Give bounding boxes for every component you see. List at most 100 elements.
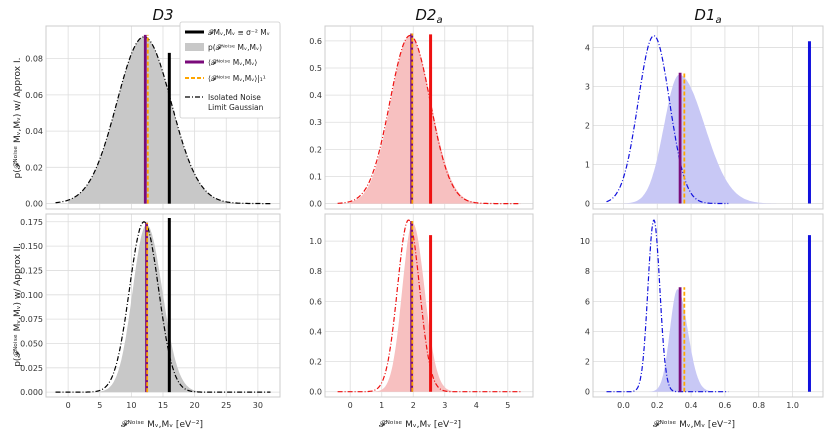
- x-tick-label: 4: [474, 401, 479, 410]
- distribution-area: [648, 289, 752, 392]
- y-tick-label: 0.100: [20, 291, 43, 300]
- y-tick-label: 0.08: [25, 55, 43, 64]
- panel-d1a-approx2: 0.0 0.2 0.4 0.6 0.8 1.0 0 2 4 6 8 10: [580, 213, 824, 410]
- x-tick-label: 0.2: [651, 401, 664, 410]
- legend-label-gaussian-1: Isolated Noise: [208, 93, 261, 102]
- x-tick-label: 5: [97, 401, 102, 410]
- y-tick-label: 0.000: [20, 388, 43, 397]
- gaussian-limit-curve: [55, 221, 271, 393]
- x-tick-label: 15: [158, 401, 168, 410]
- panel-d3-approx2: 0 5 10 15 20 25 30 0.000 0.025 0.050 0.075 0.100 0.1…: [20, 213, 281, 410]
- y-tick-label: 2: [585, 121, 590, 130]
- x-tick-label: 0.6: [719, 401, 732, 410]
- y-tick-label: 1: [585, 161, 590, 170]
- y-tick-label: 3: [585, 82, 590, 91]
- legend-label-gaussian-2: Limit Gaussian: [208, 103, 264, 112]
- y-tick-label: 0.4: [309, 91, 322, 100]
- y-tick-label: 0.0: [309, 388, 322, 397]
- y-tick-label: 1.0: [309, 237, 322, 246]
- plot-frame-d2a-approx1: [324, 25, 534, 210]
- y-tick-label: 0.6: [309, 37, 322, 46]
- y-tick-label: 0: [585, 200, 590, 209]
- y-tick-label: 0.1: [309, 172, 322, 181]
- y-tick-label: 0.04: [25, 127, 43, 136]
- legend-label-mean: ⟨𝓕ᴺᵒⁱˢᵉ Mᵥ,Mᵥ⟩: [208, 58, 257, 67]
- plot-frame-d2a-approx2: [324, 213, 534, 398]
- legend: 𝓕Mᵥ,Mᵥ ≡ σ⁻² Mᵥ p(𝓕ᴺᵒⁱˢᵉ Mᵥ,Mᵥ) ⟨𝓕ᴺᵒⁱˢᵉ …: [179, 21, 281, 119]
- panel-d2a-approx1: 0.0 0.1 0.2 0.3 0.4 0.5 0.6 D2a: [309, 6, 534, 210]
- gaussian-limit-curve: [337, 219, 521, 393]
- legend-label-distribution: p(𝓕ᴺᵒⁱˢᵉ Mᵥ,Mᵥ): [208, 43, 262, 52]
- y-tick-label: 0.5: [309, 64, 322, 73]
- panel-d2a-approx2: 0 1 2 3 4 5 0.0 0.2 0.4 0.6 0.8 1.0: [309, 213, 534, 410]
- y-tick-label: 6: [585, 297, 590, 306]
- plot-content-d2a-approx2: [337, 219, 521, 393]
- y-tick-label: 4: [585, 327, 590, 336]
- plot-frame-d1a-approx1: [592, 25, 824, 210]
- plot-area-d1a-approx2: [593, 214, 823, 397]
- y-tick-label: 0: [585, 388, 590, 397]
- y-tick-label: 0.4: [309, 327, 322, 336]
- y-tick-label: 0.3: [309, 118, 322, 127]
- y-tick-label: 0.00: [25, 200, 43, 209]
- x-tick-label: 0.0: [617, 401, 630, 410]
- panel-title-d3: D3: [152, 6, 173, 24]
- y-tick-label: 0.02: [25, 163, 43, 172]
- y-tick-label: 8: [585, 267, 590, 276]
- legend-frame: [179, 21, 281, 119]
- x-axis-label-d2a: 𝓕ᴺᵒⁱˢᵉ Mᵥ,Mᵥ [eV⁻²]: [379, 420, 461, 430]
- y-axis-label-approx-1: p(𝓕ᴺᵒⁱˢᵉ Mᵥ,Mᵥ) w/ Approx I.: [13, 58, 23, 179]
- gaussian-limit-curve: [55, 36, 271, 205]
- x-tick-label: 25: [221, 401, 231, 410]
- plot-content-d2a-approx1: [337, 33, 521, 205]
- distribution-area: [369, 223, 464, 392]
- legend-label-first-order: ⟨𝓕ᴺᵒⁱˢᵉ Mᵥ,Mᵥ⟩|₁¹: [208, 74, 266, 83]
- gaussian-limit-curve: [606, 35, 729, 205]
- x-tick-label: 5: [505, 401, 510, 410]
- x-tick-label: 1: [379, 401, 384, 410]
- panels: 0.000.020.040.060.08D30.00.10.20.30.40.5…: [20, 6, 824, 410]
- y-tick-label: 0.075: [20, 315, 43, 324]
- distribution-area: [99, 224, 208, 393]
- plot-content-d1a-approx1: [606, 35, 811, 205]
- y-tick-label: 0.175: [20, 218, 43, 227]
- plot-frame-d1a-approx2: [592, 213, 824, 398]
- y-tick-label: 0.8: [309, 267, 322, 276]
- x-tick-label: 30: [253, 401, 263, 410]
- plot-content-d3-approx2: [55, 218, 271, 393]
- x-tick-label: 10: [126, 401, 136, 410]
- y-tick-label: 4: [585, 43, 590, 52]
- x-tick-label: 2: [411, 401, 416, 410]
- y-axis-label-approx-2: p(𝓕ᴺᵒⁱˢᵉ Mᵥ,Mᵥ) w/ Approx II.: [13, 243, 23, 367]
- x-tick-label: 20: [190, 401, 200, 410]
- plot-content-d3-approx1: [55, 34, 271, 205]
- y-tick-label: 0.050: [20, 339, 43, 348]
- y-tick-label: 2: [585, 358, 590, 367]
- y-tick-label: 0.2: [309, 358, 322, 367]
- x-tick-label: 3: [442, 401, 447, 410]
- y-tick-label: 10: [580, 237, 590, 246]
- plot-frame-d3-approx2: [45, 213, 281, 398]
- gaussian-limit-curve: [606, 219, 729, 393]
- x-tick-label: 0: [348, 401, 353, 410]
- y-tick-label: 0.125: [20, 266, 43, 275]
- legend-label-fisher: 𝓕Mᵥ,Mᵥ ≡ σ⁻² Mᵥ: [208, 28, 270, 37]
- x-axis-label-d3: 𝓕ᴺᵒⁱˢᵉ Mᵥ,Mᵥ [eV⁻²]: [121, 420, 203, 430]
- x-axis-label-d1a: 𝓕ᴺᵒⁱˢᵉ Mᵥ,Mᵥ [eV⁻²]: [653, 420, 735, 430]
- plot-content-d1a-approx2: [606, 219, 811, 393]
- distribution-area: [623, 74, 793, 204]
- legend-swatch-distribution: [185, 43, 204, 51]
- x-tick-label: 0: [66, 401, 71, 410]
- y-tick-label: 0.0: [309, 200, 322, 209]
- panel-title-d2a: D2a: [415, 6, 442, 26]
- panel-d1a-approx1: 0 1 2 3 4 D1a: [585, 6, 824, 210]
- y-tick-label: 0.06: [25, 91, 43, 100]
- y-tick-label: 0.150: [20, 242, 43, 251]
- y-tick-label: 0.6: [309, 297, 322, 306]
- panel-title-d1a: D1a: [694, 6, 721, 26]
- y-tick-label: 0.025: [20, 364, 43, 373]
- y-tick-label: 0.2: [309, 145, 322, 154]
- x-tick-label: 0.8: [752, 401, 765, 410]
- distribution-area: [68, 36, 258, 204]
